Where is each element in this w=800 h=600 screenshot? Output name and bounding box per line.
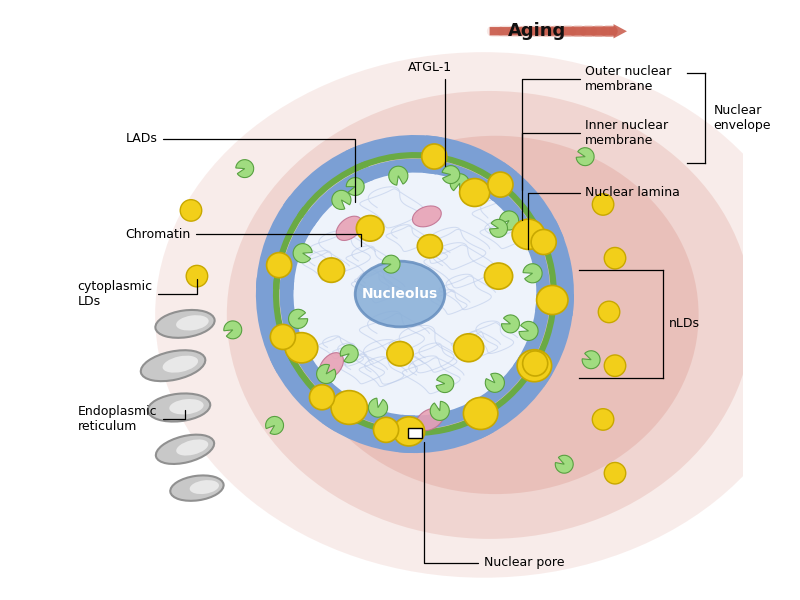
- Wedge shape: [382, 255, 400, 273]
- Circle shape: [266, 253, 292, 278]
- Ellipse shape: [512, 219, 545, 250]
- Text: Outer nuclear
membrane: Outer nuclear membrane: [522, 65, 671, 190]
- Ellipse shape: [170, 399, 204, 415]
- Wedge shape: [369, 398, 387, 417]
- Wedge shape: [266, 416, 283, 434]
- Wedge shape: [486, 373, 505, 392]
- Wedge shape: [523, 264, 542, 283]
- Wedge shape: [490, 220, 507, 237]
- Ellipse shape: [155, 52, 800, 578]
- Circle shape: [592, 194, 614, 215]
- Circle shape: [180, 200, 202, 221]
- Ellipse shape: [176, 439, 208, 455]
- Ellipse shape: [355, 261, 445, 327]
- Text: Inner nuclear
membrane: Inner nuclear membrane: [522, 119, 668, 220]
- Ellipse shape: [156, 434, 214, 464]
- Circle shape: [374, 418, 398, 442]
- Wedge shape: [317, 364, 336, 383]
- Ellipse shape: [176, 315, 209, 331]
- Ellipse shape: [413, 206, 442, 227]
- Ellipse shape: [319, 353, 343, 379]
- Ellipse shape: [170, 475, 224, 501]
- Ellipse shape: [318, 258, 345, 283]
- Wedge shape: [332, 190, 351, 209]
- Circle shape: [531, 229, 556, 254]
- Ellipse shape: [387, 341, 413, 366]
- Ellipse shape: [331, 391, 367, 424]
- Text: Nucleolus: Nucleolus: [362, 287, 438, 301]
- Ellipse shape: [485, 263, 513, 289]
- Circle shape: [522, 351, 548, 376]
- Text: Nuclear pore: Nuclear pore: [424, 442, 564, 569]
- Circle shape: [282, 161, 548, 427]
- Text: Nuclear
envelope: Nuclear envelope: [714, 104, 771, 132]
- Ellipse shape: [227, 91, 752, 539]
- Wedge shape: [436, 374, 454, 392]
- Wedge shape: [289, 310, 308, 328]
- Wedge shape: [576, 148, 594, 166]
- Circle shape: [270, 325, 295, 349]
- Circle shape: [604, 463, 626, 484]
- Ellipse shape: [537, 286, 568, 314]
- Ellipse shape: [517, 350, 552, 382]
- Circle shape: [604, 247, 626, 269]
- Ellipse shape: [293, 136, 698, 494]
- Ellipse shape: [148, 394, 210, 422]
- Text: LADs: LADs: [126, 132, 355, 202]
- Wedge shape: [519, 322, 538, 340]
- Text: Chromatin: Chromatin: [126, 228, 361, 247]
- Wedge shape: [582, 351, 600, 368]
- Ellipse shape: [155, 310, 214, 338]
- Ellipse shape: [463, 397, 498, 430]
- Text: Nuclear lamina: Nuclear lamina: [529, 186, 680, 250]
- Text: nLDs: nLDs: [669, 317, 700, 331]
- Ellipse shape: [285, 332, 318, 363]
- Ellipse shape: [336, 216, 362, 241]
- Ellipse shape: [162, 356, 198, 373]
- Ellipse shape: [460, 179, 490, 206]
- Ellipse shape: [141, 350, 206, 381]
- Wedge shape: [430, 401, 450, 421]
- Wedge shape: [236, 160, 254, 178]
- Ellipse shape: [416, 408, 444, 431]
- FancyArrow shape: [490, 24, 627, 38]
- Wedge shape: [340, 345, 358, 363]
- Ellipse shape: [454, 334, 484, 362]
- Ellipse shape: [190, 480, 219, 494]
- Text: ATGL-1: ATGL-1: [408, 61, 452, 166]
- Wedge shape: [389, 166, 408, 185]
- Wedge shape: [499, 211, 518, 230]
- Circle shape: [186, 265, 208, 287]
- Wedge shape: [224, 321, 242, 339]
- FancyBboxPatch shape: [408, 428, 422, 438]
- Text: Aging: Aging: [508, 22, 566, 40]
- Circle shape: [598, 301, 620, 323]
- Circle shape: [422, 144, 446, 169]
- Ellipse shape: [356, 215, 384, 241]
- Text: Endoplasmic
reticulum: Endoplasmic reticulum: [78, 406, 185, 433]
- Wedge shape: [502, 315, 519, 333]
- Wedge shape: [293, 244, 312, 263]
- Wedge shape: [450, 174, 470, 193]
- FancyArrow shape: [490, 28, 609, 35]
- Wedge shape: [442, 166, 460, 184]
- Ellipse shape: [418, 235, 442, 258]
- Circle shape: [310, 385, 334, 410]
- Circle shape: [592, 409, 614, 430]
- Wedge shape: [555, 455, 573, 473]
- Circle shape: [488, 172, 513, 197]
- Text: cytoplasmic
LDs: cytoplasmic LDs: [78, 279, 197, 308]
- Ellipse shape: [394, 417, 425, 446]
- Circle shape: [604, 355, 626, 376]
- Wedge shape: [346, 178, 364, 196]
